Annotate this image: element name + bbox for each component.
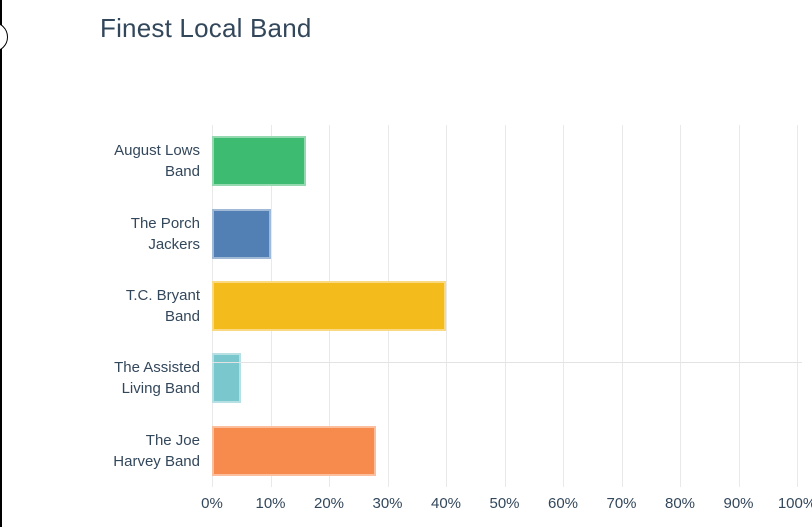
- left-edge-line: [0, 0, 2, 527]
- bar-track: [212, 197, 797, 269]
- x-tick-label-10pct: 10%: [255, 495, 286, 512]
- x-tick-label-50pct: 50%: [489, 495, 520, 512]
- chart-rows: August Lows Band The Porch Jackers T.C. Brya…: [0, 125, 797, 487]
- category-label: The Porch Jackers: [130, 214, 200, 253]
- gridline-50: [504, 125, 506, 487]
- gridline-100: [797, 125, 798, 487]
- gridline-80: [680, 125, 681, 487]
- bar-august-lows-band[interactable]: [212, 136, 306, 187]
- x-axis-tick-labels: 0% 10% 20% 30% 40% 50% 60% 70% 80% 90% 100%: [201, 495, 812, 515]
- chart-row: The Porch Jackers: [0, 197, 797, 269]
- category-label: The Joe Harvey Band: [113, 431, 200, 470]
- x-tick-label-70pct: 70%: [606, 495, 637, 512]
- x-tick-label-30pct: 30%: [372, 495, 403, 512]
- category-label: The Assisted Living Band: [114, 359, 200, 398]
- gridline-60: [563, 125, 564, 487]
- category-label: August Lows Band: [114, 142, 200, 181]
- category-label: T.C. Bryant Band: [125, 286, 200, 325]
- chart-row: The Assisted Living Band: [0, 342, 797, 414]
- chart-row: August Lows Band: [0, 125, 797, 197]
- gridline-70: [621, 125, 623, 487]
- chart-title: Finest Local Band: [100, 13, 312, 43]
- bar-the-assisted-living-band[interactable]: [212, 353, 242, 404]
- bar-the-joe-harvey-band[interactable]: [212, 425, 376, 476]
- chart-row: T.C. Bryant Band: [0, 270, 797, 342]
- bar-track: [212, 270, 797, 342]
- bar-chart: August Lows Band The Porch Jackers T.C. Brya…: [0, 125, 798, 487]
- bar-the-porch-jackers[interactable]: [212, 208, 271, 259]
- bar-track: [212, 415, 797, 487]
- bar-t-c-bryant-band[interactable]: [212, 280, 446, 331]
- bar-track: [212, 342, 797, 414]
- left-edge-notch: [0, 22, 8, 52]
- x-tick-label-80pct: 80%: [664, 495, 696, 512]
- x-tick-label-100pct: 100%: [777, 495, 812, 512]
- x-tick-label-0pct: 0%: [201, 495, 223, 512]
- gridline-40: [446, 125, 447, 487]
- x-tick-label-40pct: 40%: [430, 495, 462, 512]
- x-tick-label-60pct: 60%: [547, 495, 579, 512]
- x-axis-line: [212, 362, 802, 363]
- x-tick-label-20pct: 20%: [313, 495, 345, 512]
- x-tick-label-90pct: 90%: [723, 495, 754, 512]
- chart-row: The Joe Harvey Band: [0, 415, 797, 487]
- gridline-90: [738, 125, 740, 487]
- bar-track: [212, 125, 797, 197]
